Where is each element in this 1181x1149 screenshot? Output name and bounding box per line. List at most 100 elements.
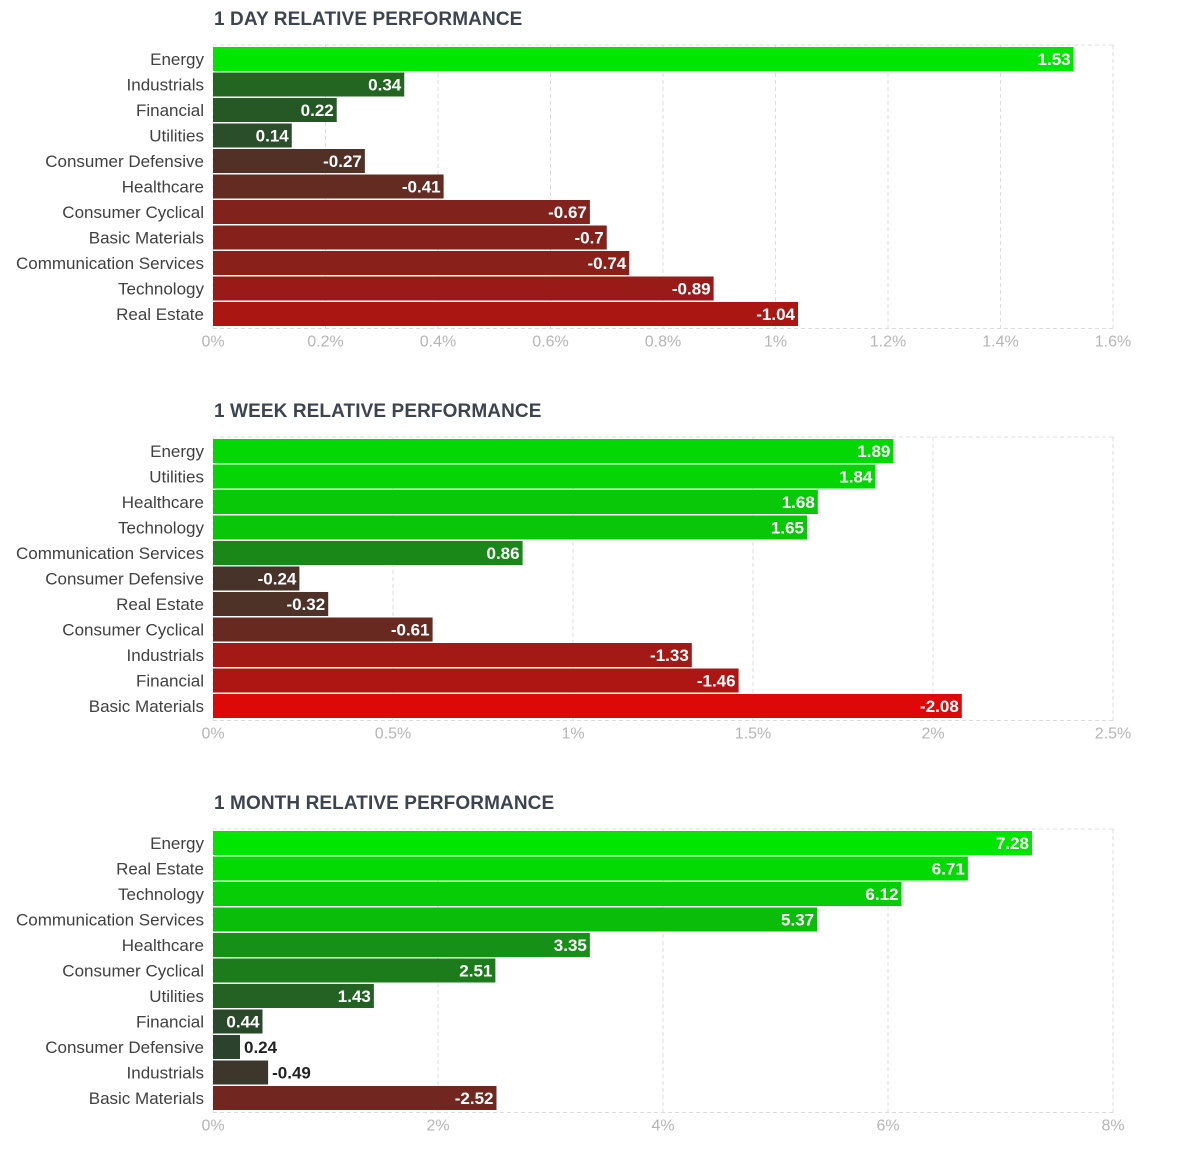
data-label: -2.08 [920,697,959,716]
x-tick-label: 0.2% [307,334,343,351]
data-label: 6.71 [932,860,965,879]
data-label: -0.32 [286,595,325,614]
x-tick-label: 0.4% [420,334,456,351]
category-label: Communication Services [16,254,204,273]
bar [213,1086,497,1110]
chart-title: 1 MONTH RELATIVE PERFORMANCE [214,793,555,814]
data-label: -0.61 [391,621,430,640]
bar [213,149,365,173]
data-label: 1.53 [1038,50,1071,69]
data-label: -0.49 [272,1064,311,1083]
x-tick-label: 6% [876,1118,899,1135]
bar-chart-1-day: 0% 0.2% 0.4% 0.6% 0.8% 1% 1.2% 1.4% 1.6% Energy 1.… [16,44,1131,351]
x-tick-label: 0.8% [645,334,681,351]
data-label: -0.89 [672,280,711,299]
x-tick-label: 2% [921,726,944,743]
category-label: Technology [118,280,205,299]
category-label: Consumer Cyclical [62,962,204,981]
x-tick-label: 1% [764,334,787,351]
category-label: Basic Materials [89,229,204,248]
category-label: Financial [136,101,204,120]
data-label: -0.24 [258,570,297,589]
data-label: -0.74 [588,254,627,273]
chart-panel-1-day: 1 DAY RELATIVE PERFORMANCE 0% 0.2% 0.4% 0.6… [0,0,1181,380]
category-label: Real Estate [116,595,204,614]
category-label: Consumer Cyclical [62,203,204,222]
x-tick-label: 0% [201,334,224,351]
data-label: 0.14 [256,127,290,146]
category-label: Communication Services [16,911,204,930]
category-label: Technology [118,885,205,904]
category-label: Industrials [127,1064,204,1083]
bar [213,592,329,616]
x-tick-label: 0% [201,1118,224,1135]
category-label: Utilities [149,468,204,487]
x-tick-label: 2.5% [1095,726,1131,743]
bar [213,515,807,540]
bar [213,882,902,906]
x-tick-label: 0% [201,726,224,743]
bar-chart-1-week: 0% 0.5% 1% 1.5% 2% 2.5% Energy 1.89 Utilities 1.8… [16,436,1131,743]
category-label: Consumer Cyclical [62,621,204,640]
bar [213,856,968,881]
data-label: -2.52 [455,1089,494,1108]
x-tick-label: 2% [426,1118,449,1135]
bar [213,98,337,122]
category-label: Real Estate [116,860,204,879]
chart-panel-1-month: 1 MONTH RELATIVE PERFORMANCE 0% 2% 4% 6% 8% E… [0,784,1181,1149]
bar [213,984,374,1008]
category-label: Real Estate [116,305,204,324]
data-label: 2.51 [459,962,492,981]
x-tick-label: 8% [1101,1118,1124,1135]
bar [213,72,405,97]
data-label: 1.68 [782,493,815,512]
data-label: -1.33 [650,646,689,665]
bar [213,541,523,565]
data-label: 7.28 [996,834,1029,853]
category-label: Healthcare [122,936,204,955]
category-label: Basic Materials [89,1089,204,1108]
bar [213,439,894,463]
data-label: -0.67 [548,203,587,222]
x-tick-label: 1% [561,726,584,743]
category-label: Utilities [149,987,204,1006]
data-label: 0.44 [226,1013,260,1032]
data-label: 1.89 [857,442,890,461]
x-tick-label: 4% [651,1118,674,1135]
category-label: Industrials [127,76,204,95]
data-label: 0.24 [244,1038,278,1057]
category-label: Healthcare [122,493,204,512]
bar [213,1060,269,1085]
x-tick-label: 1.5% [735,726,771,743]
data-label: 1.43 [338,987,371,1006]
bar [213,47,1074,71]
bar [213,200,590,224]
data-label: 1.84 [839,468,873,487]
data-label: 0.34 [368,76,402,95]
category-label: Industrials [127,646,204,665]
category-label: Healthcare [122,178,204,197]
data-label: 5.37 [781,911,814,930]
x-tick-label: 0.5% [375,726,411,743]
category-label: Consumer Defensive [45,570,204,589]
x-tick-label: 1.4% [982,334,1018,351]
chart-panel-1-week: 1 WEEK RELATIVE PERFORMANCE 0% 0.5% 1% 1.5%… [0,392,1181,772]
x-tick-label: 1.2% [870,334,906,351]
bar [213,617,433,642]
bar [213,668,739,693]
bar [213,302,798,326]
category-label: Energy [150,834,204,853]
bar [213,566,300,591]
x-tick-label: 0.6% [532,334,568,351]
data-label: -0.27 [323,152,362,171]
chart-title: 1 WEEK RELATIVE PERFORMANCE [214,401,542,422]
bar-chart-1-month: 0% 2% 4% 6% 8% Energy 7.28 Real Estate 6.71 Techn… [16,828,1125,1135]
data-label: 0.22 [301,101,334,120]
bar [213,694,962,718]
data-label: -0.7 [574,229,603,248]
bar [213,251,630,275]
category-label: Utilities [149,127,204,146]
bar [213,225,607,250]
data-label: 1.65 [771,519,804,538]
category-label: Consumer Defensive [45,1038,204,1057]
